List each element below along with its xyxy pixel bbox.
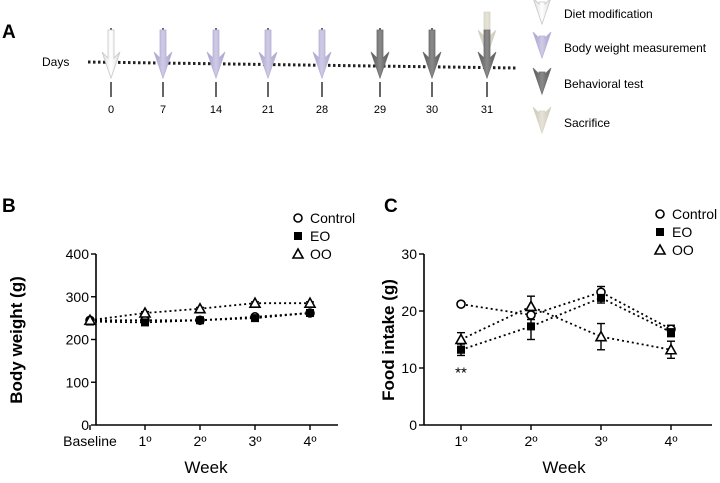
- legend-label-sacrifice: Sacrifice: [564, 116, 610, 130]
- c-significance-label: **: [455, 364, 467, 381]
- b-point-oo: [193, 302, 207, 314]
- c-point-control: [526, 310, 536, 320]
- food-intake-chart: C 0 10 20 30 1º 2º 3º 4º Control EO OO ** Week Fo…: [379, 196, 717, 477]
- timeline-day-label: 28: [316, 104, 328, 116]
- b-point-oo: [83, 313, 97, 326]
- c-point-oo: [524, 299, 538, 312]
- timeline-day-label: 7: [160, 104, 166, 116]
- b-y-tick-label: 300: [66, 289, 90, 305]
- c-point-eo: [527, 322, 535, 331]
- b-y-tick-label: 100: [66, 374, 90, 390]
- sacrifice-legend-arrow: [532, 106, 552, 135]
- weight-arrow: [153, 29, 173, 80]
- c-x-tick-label: 3º: [595, 433, 608, 449]
- b-legend-marker-eo: [294, 232, 302, 240]
- body-weight-chart: B 0 100 200 300 400 Baseline 1º 2º 3º 4º Control E…: [2, 196, 355, 477]
- b-legend-marker-control: [293, 213, 303, 223]
- c-x-axis-title: Week: [542, 458, 586, 477]
- c-x-tick-label: 1º: [455, 433, 468, 449]
- b-legend-marker-oo: [291, 247, 305, 259]
- c-y-tick-label: 0: [409, 417, 417, 433]
- timeline-day-label: 0: [108, 104, 114, 116]
- timeline-day-label: 14: [210, 104, 222, 116]
- diet-arrow: [101, 29, 121, 80]
- c-legend-label: OO: [672, 242, 694, 258]
- b-x-tick-label: 1º: [139, 433, 152, 449]
- panel-letter-b: B: [2, 196, 16, 217]
- timeline-day-label: 31: [481, 104, 493, 116]
- c-point-oo: [454, 332, 468, 345]
- legend-label-behavior: Behavioral test: [564, 77, 644, 91]
- c-point-oo: [664, 343, 678, 355]
- weight-arrow: [258, 29, 278, 80]
- b-x-axis-title: Week: [184, 458, 228, 477]
- c-point-eo: [667, 328, 675, 337]
- timeline-day-label: 30: [426, 104, 438, 116]
- c-y-tick-label: 30: [401, 246, 417, 262]
- b-x-tick-label: 2º: [194, 433, 207, 449]
- c-y-tick-label: 10: [401, 360, 417, 376]
- c-point-oo: [594, 330, 608, 342]
- b-point-eo: [306, 308, 314, 317]
- b-legend-label: Control: [310, 210, 355, 226]
- timeline-line: [87, 60, 517, 70]
- timeline-day-label: 21: [262, 104, 274, 116]
- b-point-eo: [251, 314, 259, 323]
- timeline-axis-label: Days: [42, 55, 69, 69]
- c-x-tick-label: 2º: [525, 433, 538, 449]
- panel-letter-a: A: [2, 22, 16, 43]
- timeline-panel: A Days 0 7 14 21 28 29 30 31 Diet modification B…: [2, 0, 707, 135]
- b-x-tick-label: 3º: [249, 433, 262, 449]
- b-legend-label: OO: [310, 246, 332, 262]
- behavior-legend-arrow: [532, 67, 552, 96]
- b-point-eo: [141, 318, 149, 327]
- behavior-arrow: [370, 29, 390, 80]
- b-point-oo: [138, 306, 152, 318]
- c-legend-marker-eo: [656, 228, 664, 236]
- weight-arrow: [206, 29, 226, 80]
- c-point-control: [456, 299, 466, 309]
- timeline-day-label: 29: [374, 104, 386, 116]
- b-y-tick-label: 200: [66, 332, 90, 348]
- c-series-line-oo: [460, 305, 672, 351]
- weight-legend-arrow: [532, 31, 552, 60]
- c-legend-label: Control: [672, 206, 717, 222]
- c-point-eo: [597, 293, 605, 302]
- b-y-axis-title: Body weight (g): [7, 276, 26, 403]
- c-legend-label: EO: [672, 224, 692, 240]
- b-x-tick-label: 4º: [304, 433, 317, 449]
- panel-letter-c: C: [384, 196, 398, 217]
- weight-arrow: [312, 29, 332, 80]
- c-legend-marker-control: [655, 209, 665, 219]
- c-point-eo: [457, 345, 465, 354]
- diet-legend-arrow: [533, 0, 551, 26]
- b-point-oo: [248, 296, 262, 308]
- b-y-tick-label: 400: [66, 246, 90, 262]
- b-legend-label: EO: [310, 228, 330, 244]
- c-y-axis-title: Food intake (g): [379, 279, 398, 401]
- c-series-line-control: [460, 291, 672, 331]
- b-x-tick-label: Baseline: [63, 433, 117, 449]
- c-legend-marker-oo: [653, 243, 667, 255]
- b-y-tick-label: 0: [81, 417, 89, 433]
- legend-label-weight: Body weight measurement: [564, 41, 707, 55]
- c-series-line-eo: [460, 296, 672, 351]
- behavior-arrow: [422, 29, 442, 80]
- behavior-arrow: [477, 29, 497, 80]
- b-point-oo: [303, 296, 317, 308]
- legend-label-diet: Diet modification: [564, 7, 653, 21]
- c-y-tick-label: 20: [401, 303, 417, 319]
- c-x-tick-label: 4º: [665, 433, 678, 449]
- b-point-eo: [196, 316, 204, 325]
